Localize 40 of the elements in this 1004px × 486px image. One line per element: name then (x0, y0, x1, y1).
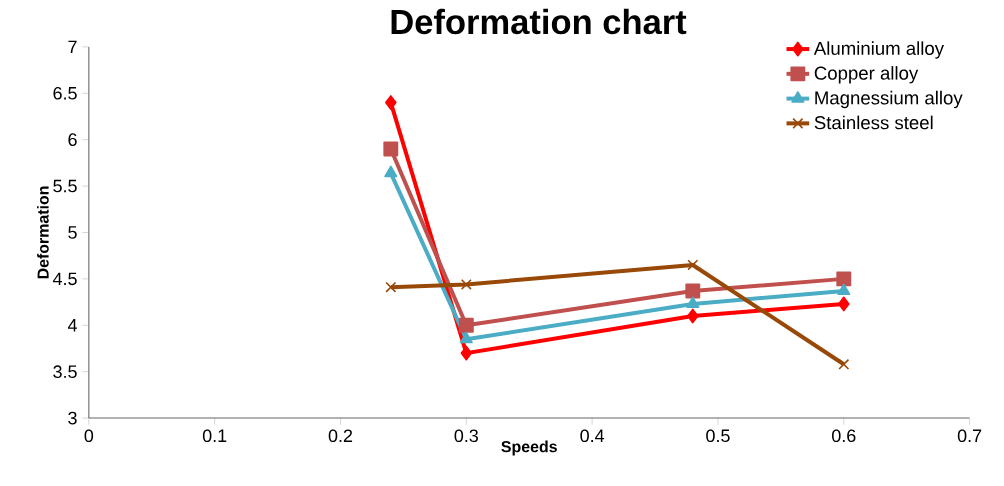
y-tick-label: 4.5 (52, 272, 77, 286)
x-tick-label: 0.4 (580, 429, 605, 443)
point (838, 296, 850, 312)
y-tick-label: 6.5 (53, 86, 77, 100)
y-axis-title: Deformation (37, 186, 49, 279)
x-tick-label: 0.1 (202, 429, 227, 443)
x-axis-title: Speeds (501, 440, 557, 456)
x-tick-label: 0 (84, 429, 94, 443)
point (460, 278, 472, 290)
legend-label: Magnessium alloy (815, 90, 963, 109)
legend-label: Stainless steel (814, 115, 933, 130)
point (686, 296, 700, 308)
y-tick-label: 3.5 (53, 365, 77, 378)
point (836, 271, 852, 287)
point (459, 331, 473, 344)
point (687, 308, 699, 324)
y-tick-label: 3 (68, 411, 77, 425)
point (687, 259, 699, 271)
point (460, 345, 473, 361)
y-tick-label: 5.5 (53, 179, 77, 193)
legend-label: Aluminium alloy (813, 41, 945, 59)
point (383, 141, 399, 157)
x-tick-label: 0.5 (706, 429, 730, 443)
legend-label: Copper alloy (814, 66, 919, 84)
x-tick-label: 0.3 (454, 429, 478, 443)
x-tick-label: 0.6 (832, 429, 856, 443)
point (385, 281, 397, 293)
x-tick-label: 0.7 (957, 429, 982, 443)
x-tick-label: 0.2 (328, 429, 353, 443)
point (384, 165, 398, 178)
y-tick-label: 5 (68, 226, 77, 239)
chart-title: Deformation chart (391, 8, 687, 35)
y-tick-label: 6 (68, 133, 77, 146)
point (385, 95, 397, 110)
point (838, 358, 850, 370)
y-tick-label: 7 (68, 40, 77, 53)
y-tick-label: 4 (67, 319, 77, 332)
point (458, 317, 474, 333)
point (685, 283, 701, 299)
point (837, 283, 851, 295)
